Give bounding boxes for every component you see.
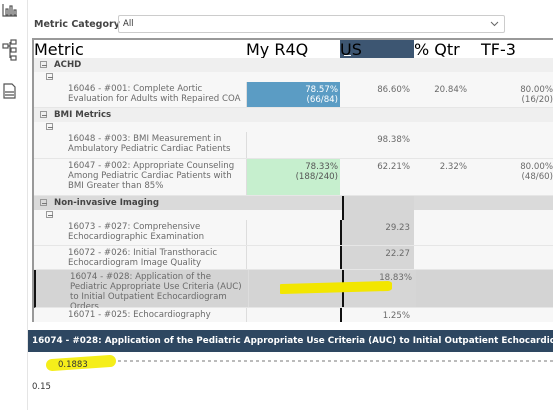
sidebar-icons xyxy=(2,4,17,99)
chevron xyxy=(490,21,499,27)
label-highlight xyxy=(46,355,116,371)
data-row: 16074 - #028: Application of the Pediatr… xyxy=(34,270,553,312)
selected-cell xyxy=(342,196,414,220)
sort-arrow xyxy=(344,51,351,56)
data-row: 16046 - #001: Complete Aortic Evaluation… xyxy=(34,82,553,108)
selected-cell xyxy=(340,246,414,269)
metric-name: 16072 - #026: Initial Transthoracic Echo… xyxy=(68,248,218,268)
filter-value: All xyxy=(123,19,134,29)
selected-cell xyxy=(340,308,414,322)
cell-us-bench: 29.23 xyxy=(341,220,414,245)
cell-text: 98.38% xyxy=(377,135,410,145)
cell-text: 86.60% xyxy=(377,85,410,95)
data-row: 16073 - #027: Comprehensive Echocardiogr… xyxy=(34,220,553,246)
expand-icon xyxy=(46,73,53,80)
metric-name: 16071 - #025: Echocardiography xyxy=(68,310,211,320)
cell-us-bench: 98.38% xyxy=(341,132,414,158)
group-row: ACHD xyxy=(34,58,553,72)
data-row: 16048 - #003: BMI Measurement in Ambulat… xyxy=(34,132,553,159)
expand-icon xyxy=(40,111,47,118)
cell-us-bench: 62.21% xyxy=(341,159,414,195)
cell-text: 29.23 xyxy=(385,223,410,233)
selected-cell xyxy=(340,220,414,245)
cell-text: (188/240) xyxy=(295,172,338,182)
value-label: 0.1883 xyxy=(58,360,88,370)
group-label: BMI Metrics xyxy=(54,110,112,120)
cell-text: 20.84% xyxy=(434,85,467,95)
model-icon[interactable] xyxy=(2,43,9,49)
cell-tf3: 80.00% (48/60) xyxy=(482,159,553,195)
sidebar xyxy=(0,0,28,410)
divider xyxy=(246,220,247,245)
cell-us-bench: 86.60% xyxy=(341,82,414,107)
filter-label: Metric Category xyxy=(34,19,120,30)
metric-name: 16073 - #027: Comprehensive Echocardiogr… xyxy=(68,222,205,242)
axis-label: 0.15 xyxy=(32,382,51,392)
cell-my-r4q: 78.33% (188/240) xyxy=(247,159,340,195)
metric-name: 16074 - #028: Application of the Pediatr… xyxy=(70,272,242,312)
metric-name: 16047 - #002: Appropriate Counseling Amo… xyxy=(68,161,235,191)
detail-chart: 0.1883 0.15 xyxy=(32,355,553,392)
cell-text: 78.57% xyxy=(305,85,338,95)
data-row: 16071 - #025: Echocardiography 1.25% xyxy=(34,308,553,322)
expander-row xyxy=(34,122,553,132)
cell-text: 80.00% xyxy=(520,85,553,95)
table-body: ACHD 16046 - #001: Complete Aortic Evalua… xyxy=(34,58,553,322)
divider xyxy=(246,159,247,195)
divider xyxy=(248,270,249,307)
expander-row xyxy=(34,210,553,220)
highlight-stroke xyxy=(280,281,392,294)
detail-title: 16074 - #028: Application of the Pediatr… xyxy=(28,330,553,352)
expand-icon xyxy=(46,123,53,130)
column-header: My R4Q xyxy=(246,40,309,59)
cell-text: 80.00% xyxy=(520,162,553,172)
filter-dropdown[interactable]: All xyxy=(118,15,505,33)
data-row: 16072 - #026: Initial Transthoracic Echo… xyxy=(34,246,553,270)
cell-my-r4q: 78.57% (66/84) xyxy=(247,82,340,107)
cell-text: 22.27 xyxy=(385,249,410,259)
expand-icon xyxy=(40,61,47,68)
cell-qtr-var: 20.84% xyxy=(415,82,481,107)
data-row: 16047 - #002: Appropriate Counseling Amo… xyxy=(34,159,553,196)
cell-text: 62.21% xyxy=(377,162,410,172)
group-label: ACHD xyxy=(54,60,82,70)
data-icon[interactable] xyxy=(3,83,16,99)
divider xyxy=(246,82,247,107)
group-row: BMI Metrics xyxy=(34,108,553,122)
cell-us-bench: 18.83% xyxy=(343,270,416,307)
divider xyxy=(246,308,247,322)
column-header: TF-3 xyxy=(481,40,516,59)
cell-text: 2.32% xyxy=(439,162,467,172)
cell-tf3: 80.00% (16/20) xyxy=(482,82,553,107)
cell-text: (16/20) xyxy=(521,95,553,105)
cell-text: (48/60) xyxy=(521,172,553,182)
divider xyxy=(246,246,247,269)
expander-row xyxy=(34,72,553,82)
cell-text: (66/84) xyxy=(306,95,338,105)
group-label: Non-invasive Imaging xyxy=(54,198,160,208)
report-icon[interactable] xyxy=(2,4,17,17)
cell-qtr-var: 2.32% xyxy=(415,159,481,195)
cell-us-bench: 1.25% xyxy=(341,308,414,322)
expand-icon xyxy=(40,199,47,206)
cell-text: 18.83% xyxy=(379,273,412,283)
divider xyxy=(246,132,247,158)
metric-name: 16048 - #003: BMI Measurement in Ambulat… xyxy=(68,134,231,154)
cell-text: 1.25% xyxy=(382,311,410,321)
metric-name: 16046 - #001: Complete Aortic Evaluation… xyxy=(68,84,241,104)
expand-icon xyxy=(46,211,53,218)
cell-text: 78.33% xyxy=(305,162,338,172)
cell-us-bench: 22.27 xyxy=(341,246,414,269)
column-header: Metric xyxy=(34,40,246,59)
group-row: Non-invasive Imaging xyxy=(34,196,553,210)
